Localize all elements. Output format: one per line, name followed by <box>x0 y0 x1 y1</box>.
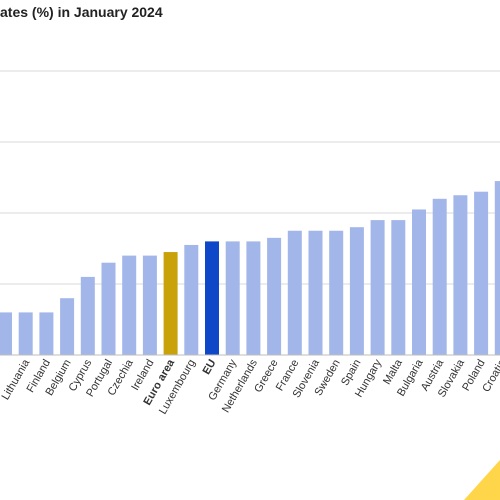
x-tick-labels: LithuaniaFinlandBelgiumCyprusPortugalCze… <box>0 357 500 417</box>
bar-slovenia <box>308 230 323 355</box>
bar-first <box>0 312 12 355</box>
bar-spain <box>349 227 364 355</box>
bar-greece <box>267 237 282 355</box>
x-tick-label-eu: EU <box>201 357 219 376</box>
corner-accent-shape <box>464 460 500 500</box>
x-tick-label-lithuania: Lithuania <box>0 357 33 402</box>
bar-sweden <box>329 230 344 355</box>
bar-euro-area <box>163 252 178 355</box>
bar-malta <box>391 220 406 355</box>
bars <box>0 181 500 355</box>
bar-croatia <box>494 181 500 355</box>
bar-hungary <box>370 220 385 355</box>
bar-lithuania <box>18 312 33 355</box>
bar-czechia <box>122 255 137 355</box>
bar-finland <box>39 312 54 355</box>
bar-france <box>287 230 302 355</box>
bar-eu <box>205 241 219 355</box>
bar-poland <box>474 191 489 355</box>
bar-belgium <box>60 298 75 355</box>
chart-title: ates (%) in January 2024 <box>0 4 163 20</box>
bar-luxembourg <box>184 244 199 355</box>
bar-austria <box>432 198 447 355</box>
bar-portugal <box>101 262 116 355</box>
bar-cyprus <box>80 276 95 355</box>
bar-netherlands <box>246 241 261 355</box>
bar-ireland <box>142 255 157 355</box>
bar-bulgaria <box>412 209 426 355</box>
bar-slovakia <box>453 195 468 355</box>
bar-germany <box>225 241 240 355</box>
